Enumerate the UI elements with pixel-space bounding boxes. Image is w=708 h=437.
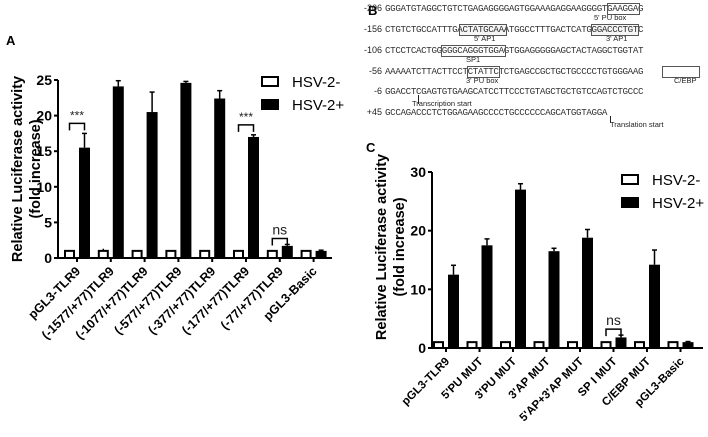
legend-label-pos: HSV-2+ (652, 195, 704, 212)
legend-label-neg: HSV-2- (292, 74, 340, 91)
bar-hsv2-pos (682, 342, 694, 348)
tl-start-marker (610, 116, 611, 123)
bar-hsv2-pos (146, 112, 158, 258)
y-tick-label: 20 (36, 108, 52, 124)
bar-hsv2-pos (112, 86, 124, 259)
seq-line: GCCAGACCCTCTGGAGAAGCCCCTGCCCCCCAGCATGGTA… (385, 107, 608, 118)
bar-hsv2-pos (448, 274, 459, 348)
legend-swatch-neg (261, 76, 279, 87)
bar-hsv2-neg (634, 341, 645, 349)
bar-hsv2-neg (466, 341, 478, 349)
y-tick-label: 5 (44, 214, 52, 230)
seq-line: CTGTCTGCCATTTGACTATGCAAATGGCCTTTGACTCATG… (385, 24, 644, 35)
bar-hsv2-neg (533, 341, 545, 349)
legend-swatch-pos (261, 99, 279, 110)
tl-start-label: Translation start (610, 120, 664, 129)
panel-label-c: C (366, 140, 376, 155)
bar-hsv2-neg (266, 249, 278, 260)
y-tick-label: 30 (410, 164, 426, 180)
significance-bracket (605, 328, 622, 337)
pu3-box (467, 66, 500, 78)
seq-line: GGACCTCGAGTGTGAAGCATCCTTCCCTGTAGCTGCTGTC… (385, 86, 644, 97)
significance-bracket (237, 124, 255, 132)
bar-hsv2-pos (180, 82, 192, 259)
pu5-box (607, 3, 640, 15)
ap1-5-label: 5' AP1 (474, 34, 496, 43)
legend-label-neg: HSV-2- (652, 172, 700, 189)
legend-swatch-neg (621, 174, 639, 185)
seq-num: -56 (368, 66, 382, 76)
bar-hsv2-neg (567, 341, 578, 349)
seq-num: +45 (366, 107, 382, 117)
seq-num: -206 (363, 3, 382, 13)
bar-hsv2-neg (300, 249, 312, 260)
bar-hsv2-pos (281, 245, 293, 258)
bar-hsv2-pos (315, 250, 327, 258)
sp1-box (441, 45, 506, 57)
y-tick-label: 10 (36, 179, 52, 195)
bar-hsv2-pos (515, 189, 526, 348)
y-axis-label: Relative Luciferase activity (fold increa… (374, 154, 408, 340)
bar-hsv2-neg (199, 249, 211, 260)
seq-line: AAAAATCTTACTTCCTCTATTCTCTGAGCCGCTGCTGCCC… (385, 66, 644, 77)
x-category-label: pGL3-TLR9 (400, 356, 452, 408)
seq-num: -106 (363, 45, 382, 55)
tx-start-label: Transcription start (412, 99, 472, 108)
bar-hsv2-pos (248, 136, 259, 258)
bar-hsv2-pos (214, 98, 226, 259)
significance-bracket (271, 237, 289, 246)
y-tick-label: 0 (418, 340, 426, 356)
bar-hsv2-pos (649, 264, 660, 348)
bar-hsv2-neg (97, 249, 109, 260)
bar-hsv2-neg (64, 249, 75, 260)
significance-bracket (68, 122, 86, 131)
bar-hsv2-neg (165, 249, 177, 260)
promoter-sequence: -206 GGGATGTAGGCTGTCTGAGAGGGGAGTGGAAAGAG… (0, 0, 708, 130)
significance-label: ns (272, 221, 287, 237)
bar-hsv2-neg (233, 249, 244, 260)
bar-hsv2-neg (131, 249, 143, 260)
cebp-box (662, 66, 700, 78)
y-tick-label: 25 (36, 72, 52, 88)
bar-hsv2-pos (582, 237, 593, 348)
sp1-label: SP1 (466, 55, 481, 64)
bar-hsv2-pos (79, 147, 90, 258)
ap1-3-box (591, 24, 639, 36)
seq-line: GGGATGTAGGCTGTCTGAGAGGGGAGTGGAAAGAGGAAGG… (385, 3, 644, 14)
bar-hsv2-neg (500, 341, 511, 349)
bar-hsv2-pos (548, 251, 560, 348)
significance-label: ns (606, 312, 621, 328)
pu5-label: 5' PU box (594, 13, 627, 22)
ap1-3-label: 3' AP1 (606, 34, 628, 43)
legend-swatch-pos (621, 197, 639, 208)
bar-hsv2-pos (481, 245, 493, 348)
panel-label-a: A (6, 33, 16, 48)
bar-hsv2-neg (600, 341, 612, 349)
panel-label-b: B (368, 3, 378, 18)
cebp-label: C/EBP (674, 76, 697, 85)
pu3-label: 3' PU box (466, 76, 499, 85)
y-axis-label: Relative Luciferase activity (fold increa… (10, 76, 44, 262)
legend-label-pos: HSV-2+ (292, 97, 344, 114)
bar-hsv2-pos (615, 337, 627, 348)
y-tick-label: 15 (36, 143, 52, 159)
seq-num: -6 (373, 86, 382, 96)
bar-hsv2-neg (667, 341, 679, 349)
y-tick-label: 20 (410, 223, 426, 239)
significance-label: *** (239, 110, 253, 124)
seq-line: CTCCTCACTGGGGGCAGGGTGGAGTGGAGGGGGAGCTACT… (385, 45, 644, 56)
ap1-5-box (459, 24, 507, 36)
bar-hsv2-neg (433, 341, 444, 349)
seq-num: -156 (363, 24, 382, 34)
y-tick-label: 10 (410, 281, 426, 297)
y-tick-label: 0 (44, 250, 52, 266)
tx-start-marker (418, 95, 419, 104)
significance-label: *** (70, 108, 84, 122)
